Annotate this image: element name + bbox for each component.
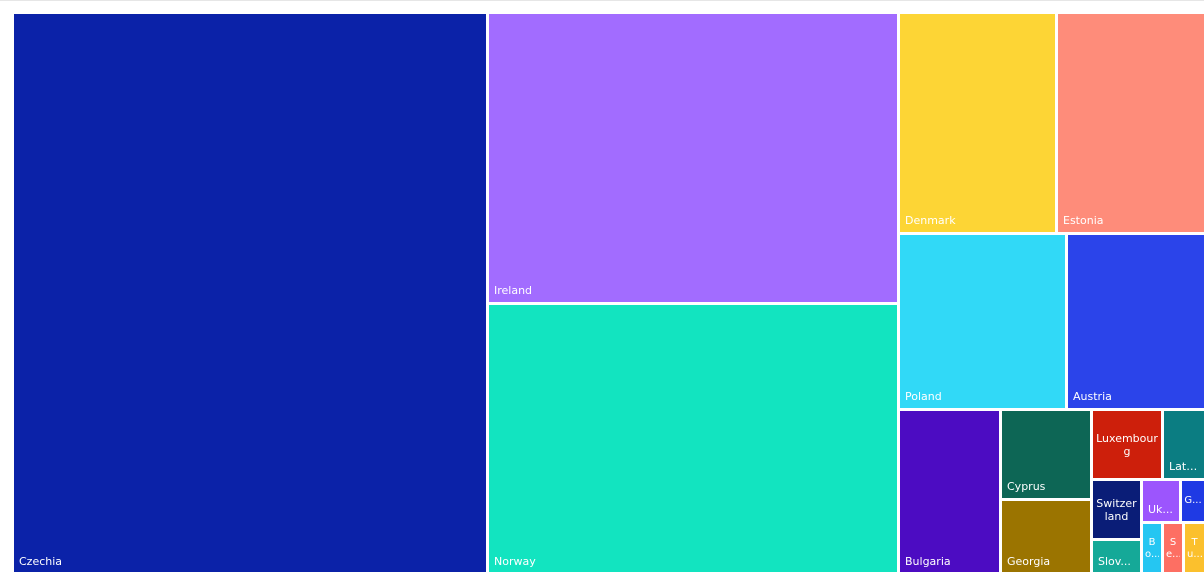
treemap-tile-tu[interactable]: Tu... (1185, 524, 1204, 572)
treemap-tile-label: Estonia (1063, 214, 1104, 227)
treemap-tile-czechia[interactable]: Czechia (14, 14, 486, 572)
treemap-tile-label: Uk... (1148, 503, 1173, 516)
treemap-tile-label: Bulgaria (905, 555, 951, 568)
treemap-tile-label: G... (1184, 495, 1202, 506)
treemap-tile-label: Se... (1166, 536, 1180, 560)
treemap-tile-bo[interactable]: Bo... (1143, 524, 1161, 572)
treemap-tile-uk[interactable]: Uk... (1143, 481, 1179, 521)
treemap-tile-austria[interactable]: Austria (1068, 235, 1204, 408)
treemap-tile-label: Georgia (1007, 555, 1051, 568)
treemap-tile-estonia[interactable]: Estonia (1058, 14, 1204, 232)
treemap-tile-label: Ireland (494, 284, 533, 297)
treemap-tile-label: Norway (494, 555, 536, 568)
treemap-tile-label: Tu... (1187, 536, 1202, 560)
treemap-tile-norway[interactable]: Norway (489, 305, 897, 572)
treemap-tile-switzerland[interactable]: Switzerland (1093, 481, 1140, 538)
treemap-tile-bulgaria[interactable]: Bulgaria (900, 411, 999, 572)
treemap-tile-cyprus[interactable]: Cyprus (1002, 411, 1090, 498)
treemap-tile-label: Cyprus (1007, 480, 1046, 493)
treemap-tile-luxembourg[interactable]: Luxembourg (1093, 411, 1161, 478)
treemap-tile-poland[interactable]: Poland (900, 235, 1065, 408)
treemap-tile-slov[interactable]: Slov... (1093, 541, 1140, 572)
treemap-tile-g[interactable]: G... (1182, 481, 1204, 521)
treemap-tile-denmark[interactable]: Denmark (900, 14, 1055, 232)
treemap-tile-label: Poland (905, 390, 942, 403)
treemap-tile-label: Czechia (19, 555, 63, 568)
treemap-tile-label: Slov... (1098, 555, 1131, 568)
treemap-tile-label: Luxembourg (1096, 431, 1158, 458)
treemap-tile-label: Austria (1073, 390, 1112, 403)
treemap-tile-label: Denmark (905, 214, 956, 227)
treemap-tile-ireland[interactable]: Ireland (489, 14, 897, 302)
treemap-tile-georgia[interactable]: Georgia (1002, 501, 1090, 572)
treemap-tile-label: Bo... (1145, 536, 1159, 560)
treemap-tile-label: Latvia (1169, 460, 1202, 473)
treemap-tile-latvia[interactable]: Latvia (1164, 411, 1204, 478)
treemap-tile-se[interactable]: Se... (1164, 524, 1182, 572)
treemap-tile-label: Switzerland (1096, 496, 1137, 523)
